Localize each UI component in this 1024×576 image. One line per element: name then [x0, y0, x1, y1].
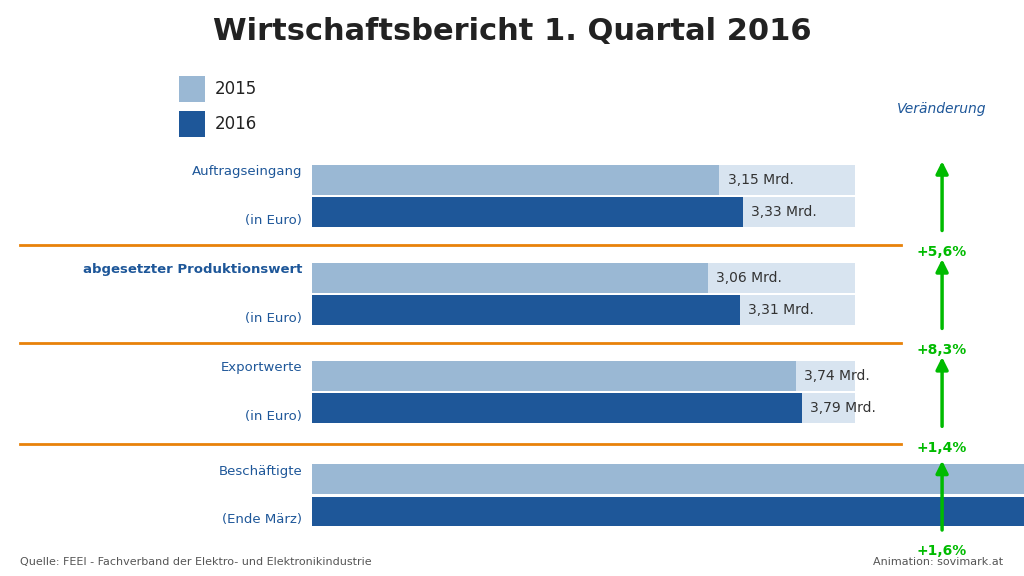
Text: (Ende März): (Ende März): [222, 513, 302, 526]
Bar: [312, 165, 855, 195]
Bar: [312, 295, 855, 325]
Bar: [312, 361, 796, 391]
Text: +1,6%: +1,6%: [916, 544, 968, 558]
Text: Veränderung: Veränderung: [897, 103, 987, 116]
Text: 2015: 2015: [215, 80, 257, 98]
Bar: [179, 77, 205, 103]
Bar: [312, 464, 855, 494]
Text: 3,33 Mrd.: 3,33 Mrd.: [751, 205, 816, 219]
Bar: [312, 393, 802, 423]
Bar: [312, 393, 855, 423]
Bar: [312, 197, 855, 227]
Text: Quelle: FEEI - Fachverband der Elektro- und Elektronikindustrie: Quelle: FEEI - Fachverband der Elektro- …: [20, 556, 372, 567]
Bar: [312, 263, 708, 293]
Bar: [312, 361, 855, 391]
Text: 3,31 Mrd.: 3,31 Mrd.: [749, 303, 814, 317]
Bar: [312, 497, 855, 526]
Text: Auftragseingang: Auftragseingang: [191, 165, 302, 178]
Text: +5,6%: +5,6%: [916, 245, 968, 259]
Text: (in Euro): (in Euro): [245, 214, 302, 227]
Bar: [312, 165, 719, 195]
Bar: [312, 263, 855, 293]
Text: +1,4%: +1,4%: [916, 441, 968, 454]
Text: Wirtschaftsbericht 1. Quartal 2016: Wirtschaftsbericht 1. Quartal 2016: [213, 17, 811, 46]
Text: 3,15 Mrd.: 3,15 Mrd.: [727, 173, 794, 187]
Bar: [312, 497, 1024, 526]
Text: 3,79 Mrd.: 3,79 Mrd.: [810, 401, 877, 415]
Text: (in Euro): (in Euro): [245, 312, 302, 325]
Text: (in Euro): (in Euro): [245, 410, 302, 423]
Text: Exportwerte: Exportwerte: [220, 361, 302, 374]
Text: Beschäftigte: Beschäftigte: [218, 464, 302, 478]
Text: abgesetzter Produktionswert: abgesetzter Produktionswert: [83, 263, 302, 276]
Text: 3,74 Mrd.: 3,74 Mrd.: [804, 369, 869, 382]
Text: 2016: 2016: [215, 115, 257, 133]
Bar: [312, 464, 1024, 494]
Text: Animation: sovimark.at: Animation: sovimark.at: [873, 556, 1004, 567]
Bar: [312, 295, 740, 325]
Bar: [179, 111, 205, 137]
Text: +8,3%: +8,3%: [916, 343, 968, 357]
Text: 3,06 Mrd.: 3,06 Mrd.: [716, 271, 781, 285]
Bar: [312, 197, 742, 227]
